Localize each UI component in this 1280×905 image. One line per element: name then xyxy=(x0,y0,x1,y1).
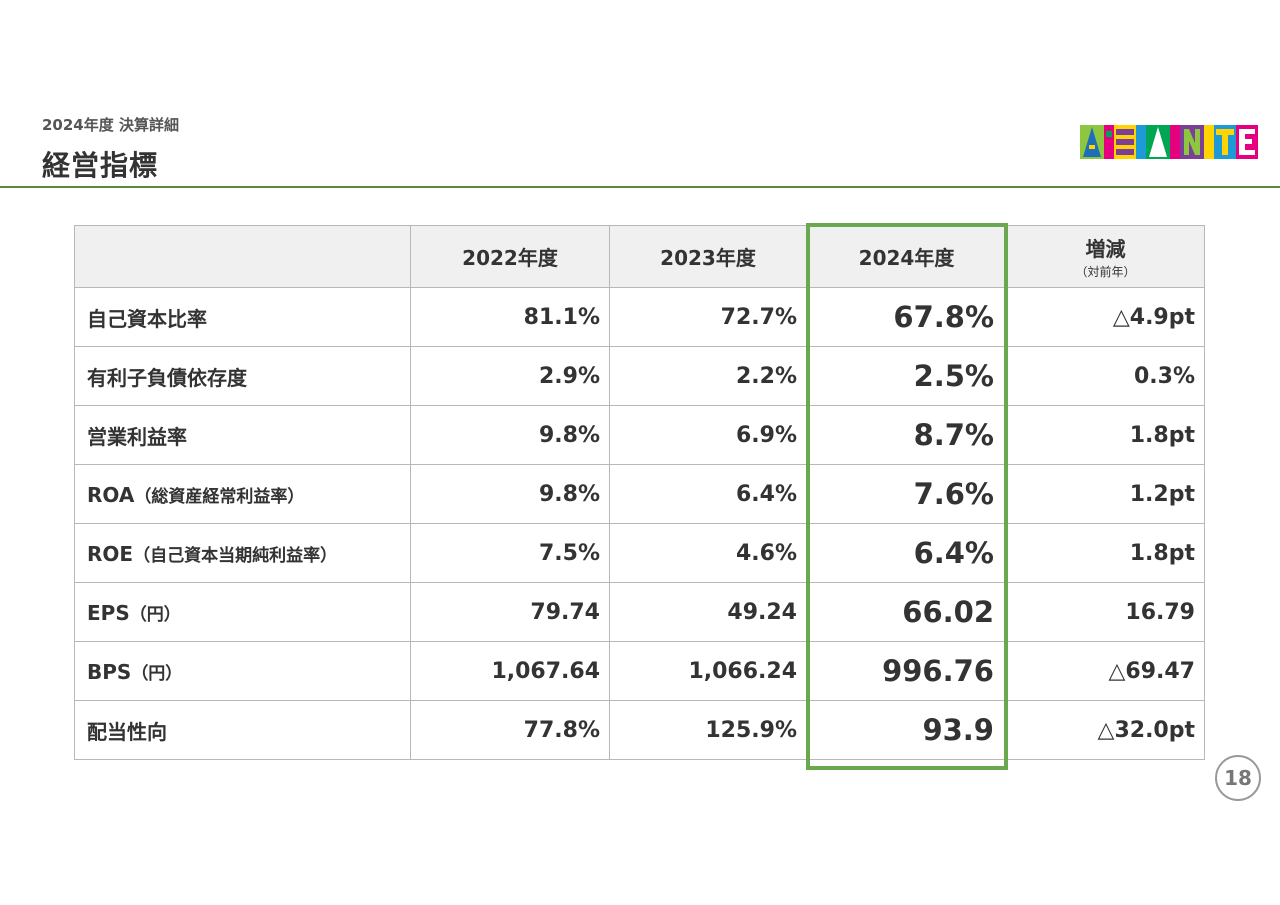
header-2022: 2022年度 xyxy=(410,225,610,288)
header-2024: 2024年度 xyxy=(806,225,1007,288)
value-2023: 1,066.24 xyxy=(609,641,807,701)
value-2023: 49.24 xyxy=(609,582,807,642)
metric-note: （自己資本当期純利益率） xyxy=(133,545,338,566)
header-divider xyxy=(0,186,1280,188)
value-2024: 996.76 xyxy=(806,641,1007,701)
table-row: 配当性向 77.8% 125.9% 93.9 △32.0pt xyxy=(74,700,1205,760)
value-2024: 2.5% xyxy=(806,346,1007,406)
table-row: 営業利益率 9.8% 6.9% 8.7% 1.8pt xyxy=(74,405,1205,465)
value-2022: 9.8% xyxy=(410,405,610,465)
metric-note: （円） xyxy=(131,663,183,684)
metric-label: ROE（自己資本当期純利益率） xyxy=(74,523,411,583)
value-2022: 7.5% xyxy=(410,523,610,583)
metric-note: （円） xyxy=(129,604,181,625)
value-2024: 6.4% xyxy=(806,523,1007,583)
header-2023: 2023年度 xyxy=(609,225,807,288)
page-number: 18 xyxy=(1215,755,1261,801)
value-change: △69.47 xyxy=(1006,641,1205,701)
header-change-label: 増減 xyxy=(1085,237,1126,261)
value-2024: 93.9 xyxy=(806,700,1007,760)
metrics-table: 2022年度 2023年度 2024年度 増減 （対前年） 自己資本比率 81.1… xyxy=(74,225,1205,760)
metric-label: 有利子負債依存度 xyxy=(74,346,411,406)
metric-name: ROE xyxy=(87,541,134,566)
table-row: EPS（円） 79.74 49.24 66.02 16.79 xyxy=(74,582,1205,642)
header-empty xyxy=(74,225,411,288)
page-title: 経営指標 xyxy=(42,149,159,182)
table-row: BPS（円） 1,067.64 1,066.24 996.76 △69.47 xyxy=(74,641,1205,701)
metric-name: 配当性向 xyxy=(87,719,167,744)
value-2022: 77.8% xyxy=(410,700,610,760)
value-2023: 2.2% xyxy=(609,346,807,406)
value-change: 16.79 xyxy=(1006,582,1205,642)
value-2024: 67.8% xyxy=(806,287,1007,347)
metric-name: ROA xyxy=(87,482,135,507)
value-2022: 2.9% xyxy=(410,346,610,406)
value-2022: 79.74 xyxy=(410,582,610,642)
value-2023: 72.7% xyxy=(609,287,807,347)
asante-logo xyxy=(1080,125,1258,159)
value-2022: 9.8% xyxy=(410,464,610,524)
metric-label: BPS（円） xyxy=(74,641,411,701)
header-change: 増減 （対前年） xyxy=(1006,225,1205,288)
table-row: 有利子負債依存度 2.9% 2.2% 2.5% 0.3% xyxy=(74,346,1205,406)
table-row: ROE（自己資本当期純利益率） 7.5% 4.6% 6.4% 1.8pt xyxy=(74,523,1205,583)
table-row: 自己資本比率 81.1% 72.7% 67.8% △4.9pt xyxy=(74,287,1205,347)
metric-label: 配当性向 xyxy=(74,700,411,760)
metric-name: BPS xyxy=(87,659,132,684)
metric-label: 自己資本比率 xyxy=(74,287,411,347)
value-2024: 7.6% xyxy=(806,464,1007,524)
value-change: △4.9pt xyxy=(1006,287,1205,347)
metric-name: EPS xyxy=(87,600,130,625)
value-2022: 81.1% xyxy=(410,287,610,347)
section-subtitle: 2024年度 決算詳細 xyxy=(42,116,179,134)
value-change: 1.8pt xyxy=(1006,405,1205,465)
metric-name: 有利子負債依存度 xyxy=(87,365,247,390)
value-change: △32.0pt xyxy=(1006,700,1205,760)
table-row: ROA（総資産経常利益率） 9.8% 6.4% 7.6% 1.2pt xyxy=(74,464,1205,524)
table-header-row: 2022年度 2023年度 2024年度 増減 （対前年） xyxy=(74,225,1205,288)
value-change: 1.2pt xyxy=(1006,464,1205,524)
metric-label: 営業利益率 xyxy=(74,405,411,465)
metric-name: 営業利益率 xyxy=(87,424,187,449)
value-2023: 6.4% xyxy=(609,464,807,524)
value-2023: 4.6% xyxy=(609,523,807,583)
value-2023: 125.9% xyxy=(609,700,807,760)
header-change-note: （対前年） xyxy=(1075,265,1136,279)
value-2024: 66.02 xyxy=(806,582,1007,642)
metric-note: （総資産経常利益率） xyxy=(134,486,305,507)
value-2022: 1,067.64 xyxy=(410,641,610,701)
value-change: 0.3% xyxy=(1006,346,1205,406)
value-change: 1.8pt xyxy=(1006,523,1205,583)
value-2023: 6.9% xyxy=(609,405,807,465)
metric-name: 自己資本比率 xyxy=(87,306,207,331)
metric-label: ROA（総資産経常利益率） xyxy=(74,464,411,524)
metric-label: EPS（円） xyxy=(74,582,411,642)
value-2024: 8.7% xyxy=(806,405,1007,465)
